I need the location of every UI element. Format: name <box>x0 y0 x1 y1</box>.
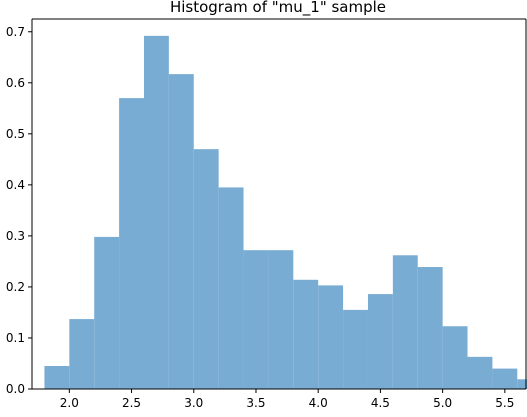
histogram-bar-5 <box>143 35 169 390</box>
histogram-bar-9 <box>243 250 269 389</box>
y-tick-label: 0.6 <box>6 76 25 90</box>
x-tick-label: 3.5 <box>246 396 265 410</box>
histogram-bar-1 <box>44 366 70 389</box>
y-tick-label: 0.2 <box>6 280 25 294</box>
x-tick-label: 5.0 <box>433 396 452 410</box>
y-tick-label: 0.5 <box>6 127 25 141</box>
x-tick-label: 4.0 <box>309 396 328 410</box>
bars-layer <box>44 35 527 390</box>
x-tick-label: 5.5 <box>495 396 514 410</box>
histogram-bar-8 <box>218 187 244 389</box>
histogram-bar-6 <box>168 74 194 390</box>
x-tick-label: 2.0 <box>60 396 79 410</box>
histogram-bar-4 <box>119 98 144 389</box>
x-tick-label: 4.5 <box>371 396 390 410</box>
y-tick-label: 0.3 <box>6 229 25 243</box>
y-tick-label: 0.7 <box>6 25 25 39</box>
histogram-bar-13 <box>343 309 368 389</box>
histogram-bar-18 <box>467 356 493 389</box>
y-tick-label: 0.1 <box>6 331 25 345</box>
histogram-bar-12 <box>318 285 344 389</box>
histogram-bar-19 <box>492 368 518 389</box>
histogram-bar-20 <box>517 379 527 389</box>
histogram-bar-3 <box>94 236 120 389</box>
histogram-bar-2 <box>69 319 95 389</box>
histogram-bar-11 <box>293 279 319 389</box>
histogram-bar-16 <box>417 267 443 389</box>
histogram-bar-17 <box>442 326 468 389</box>
histogram-bar-15 <box>392 255 418 389</box>
histogram-bar-7 <box>193 149 219 389</box>
axes-layer: 2.0 2.5 3.0 3.5 4.0 4.5 5.0 5.5 0.0 0.1 0.2 0.3 0.4 0… <box>6 18 527 410</box>
x-tick-label: 3.0 <box>184 396 203 410</box>
y-tick-label: 0.0 <box>6 382 25 396</box>
chart-title: Histogram of "mu_1" sample <box>170 0 386 17</box>
histogram-bar-14 <box>367 294 393 389</box>
y-tick-label: 0.4 <box>6 178 25 192</box>
histogram-bar-10 <box>268 250 294 389</box>
x-tick-label: 2.5 <box>122 396 141 410</box>
